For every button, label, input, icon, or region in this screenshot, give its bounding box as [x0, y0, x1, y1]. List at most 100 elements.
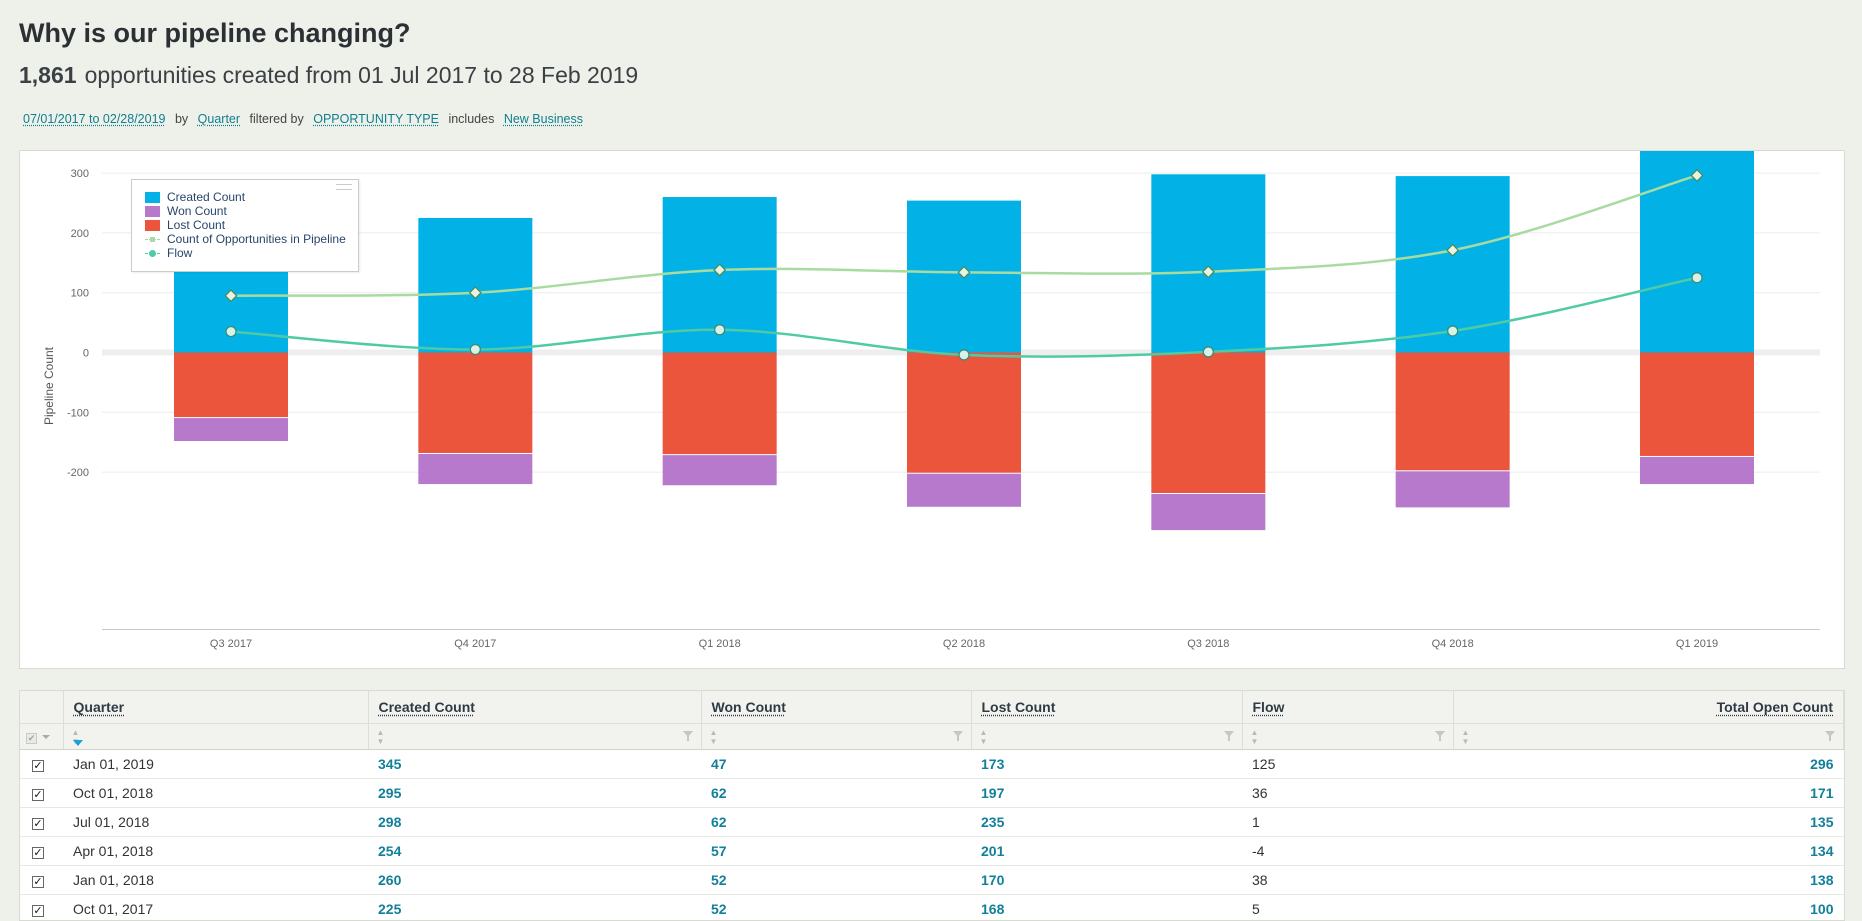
- cell-quarter: Jul 01, 2018: [63, 807, 368, 837]
- cell-lost[interactable]: 201: [971, 836, 1242, 866]
- y-tick-label: 300: [71, 168, 89, 180]
- filter-breadcrumb: 07/01/2017 to 02/28/2019 by Quarter filt…: [23, 112, 583, 126]
- cell-won[interactable]: 57: [701, 836, 971, 866]
- row-checkbox[interactable]: ✓: [20, 865, 63, 895]
- column-header-quarter[interactable]: Quarter: [63, 691, 369, 724]
- filter-field-link[interactable]: OPPORTUNITY TYPE: [313, 112, 439, 126]
- cell-lost[interactable]: 235: [971, 807, 1242, 837]
- legend-item-won[interactable]: Won Count: [145, 204, 358, 218]
- cell-total-open[interactable]: 138: [1453, 865, 1844, 895]
- cell-won[interactable]: 62: [701, 807, 971, 837]
- cell-won[interactable]: 52: [701, 865, 971, 895]
- check-icon: ✓: [32, 817, 44, 830]
- y-tick-label: 0: [83, 348, 89, 360]
- cell-created[interactable]: 295: [368, 778, 701, 808]
- point-pipeline: [1201, 265, 1215, 279]
- row-checkbox[interactable]: ✓: [20, 749, 63, 779]
- cell-quarter: Oct 01, 2017: [63, 894, 368, 920]
- won-swatch: [145, 205, 160, 217]
- bar-lost: [174, 352, 288, 418]
- lost-swatch: [145, 219, 160, 231]
- table-row[interactable]: ✓ Oct 01, 2017 225 52 168 5 100: [20, 894, 1844, 920]
- cell-created[interactable]: 225: [368, 894, 701, 920]
- row-checkbox[interactable]: ✓: [20, 778, 63, 808]
- point-pipeline: [957, 265, 971, 279]
- check-icon: ✓: [32, 904, 44, 917]
- cell-created[interactable]: 298: [368, 807, 701, 837]
- filter-by-text: by: [174, 112, 189, 126]
- bar-won: [1640, 456, 1754, 485]
- point-pipeline: [468, 286, 482, 300]
- legend-item-created[interactable]: Created Count: [145, 190, 358, 204]
- table-row[interactable]: ✓ Jan 01, 2018 260 52 170 38 138: [20, 865, 1844, 895]
- legend-drag-handle[interactable]: [336, 184, 352, 190]
- select-all-checkbox[interactable]: ✔: [20, 723, 64, 750]
- cell-lost[interactable]: 168: [971, 894, 1242, 920]
- table-row[interactable]: ✓ Jul 01, 2018 298 62 235 1 135: [20, 807, 1844, 837]
- legend-item-pipeline[interactable]: Count of Opportunities in Pipeline: [145, 232, 358, 246]
- column-header-created[interactable]: Created Count: [368, 691, 702, 724]
- circle-line-icon: [145, 248, 160, 259]
- table-row[interactable]: ✓ Jan 01, 2019 345 47 173 125 296: [20, 749, 1844, 779]
- date-range-link[interactable]: 07/01/2017 to 02/28/2019: [23, 112, 166, 126]
- filter-total-open[interactable]: ▲ ▼: [1453, 723, 1844, 750]
- legend-label: Count of Opportunities in Pipeline: [167, 232, 346, 246]
- filter-won[interactable]: ▲ ▼: [701, 723, 972, 750]
- filter-lost[interactable]: ▲ ▼: [971, 723, 1243, 750]
- cell-total-open[interactable]: 135: [1453, 807, 1844, 837]
- column-header-lost[interactable]: Lost Count: [971, 691, 1243, 724]
- cell-won[interactable]: 47: [701, 749, 971, 779]
- table-row[interactable]: ✓ Apr 01, 2018 254 57 201 -4 134: [20, 836, 1844, 866]
- cell-flow: 5: [1242, 894, 1453, 920]
- row-checkbox[interactable]: ✓: [20, 836, 63, 866]
- cell-quarter: Oct 01, 2018: [63, 778, 368, 808]
- cell-flow: -4: [1242, 836, 1453, 866]
- filter-value-link[interactable]: New Business: [503, 112, 584, 126]
- row-checkbox[interactable]: ✓: [20, 807, 63, 837]
- column-header-won[interactable]: Won Count: [701, 691, 972, 724]
- bar-created: [1640, 151, 1754, 353]
- row-checkbox[interactable]: ✓: [20, 894, 63, 920]
- chart-legend[interactable]: Created Count Won Count Lost Count Count…: [131, 179, 359, 272]
- group-by-link[interactable]: Quarter: [197, 112, 241, 126]
- check-icon: ✓: [32, 846, 44, 859]
- legend-item-lost[interactable]: Lost Count: [145, 218, 358, 232]
- cell-total-open[interactable]: 134: [1453, 836, 1844, 866]
- opportunity-count: 1,861: [19, 62, 77, 88]
- legend-label: Won Count: [167, 204, 227, 218]
- point-flow: [1202, 346, 1214, 358]
- sort-quarter[interactable]: ▲ ▼: [63, 723, 369, 750]
- cell-lost[interactable]: 173: [971, 749, 1242, 779]
- cell-won[interactable]: 52: [701, 894, 971, 920]
- check-icon: ✓: [32, 875, 44, 888]
- sort-icon: ▲ ▼: [1461, 727, 1470, 746]
- column-header-total-open[interactable]: Total Open Count: [1453, 691, 1844, 724]
- includes-text: includes: [448, 112, 495, 126]
- sort-icon: ▲ ▼: [979, 727, 988, 746]
- cell-created[interactable]: 260: [368, 865, 701, 895]
- point-flow: [469, 343, 481, 356]
- filter-created[interactable]: ▲ ▼: [368, 723, 702, 750]
- cell-won[interactable]: 62: [701, 778, 971, 808]
- column-header-flow[interactable]: Flow: [1242, 691, 1454, 724]
- x-tick-label: Q3 2018: [1187, 638, 1229, 650]
- cell-total-open[interactable]: 100: [1453, 894, 1844, 920]
- cell-lost[interactable]: 170: [971, 865, 1242, 895]
- filter-flow[interactable]: ▲ ▼: [1242, 723, 1454, 750]
- cell-total-open[interactable]: 171: [1453, 778, 1844, 808]
- cell-total-open[interactable]: 296: [1453, 749, 1844, 779]
- cell-created[interactable]: 345: [368, 749, 701, 779]
- point-pipeline: [713, 263, 727, 277]
- table-row[interactable]: ✓ Oct 01, 2018 295 62 197 36 171: [20, 778, 1844, 808]
- cell-created[interactable]: 254: [368, 836, 701, 866]
- cell-flow: 36: [1242, 778, 1453, 808]
- point-flow: [225, 325, 237, 338]
- legend-item-flow[interactable]: Flow: [145, 246, 358, 260]
- data-table-panel: Quarter Created Count Won Count Lost Cou…: [19, 690, 1845, 921]
- point-flow: [1691, 272, 1703, 284]
- legend-label: Created Count: [167, 190, 246, 204]
- cell-lost[interactable]: 197: [971, 778, 1242, 808]
- bar-won: [418, 453, 533, 485]
- cell-flow: 38: [1242, 865, 1453, 895]
- y-axis-title: Pipeline Count: [42, 346, 56, 425]
